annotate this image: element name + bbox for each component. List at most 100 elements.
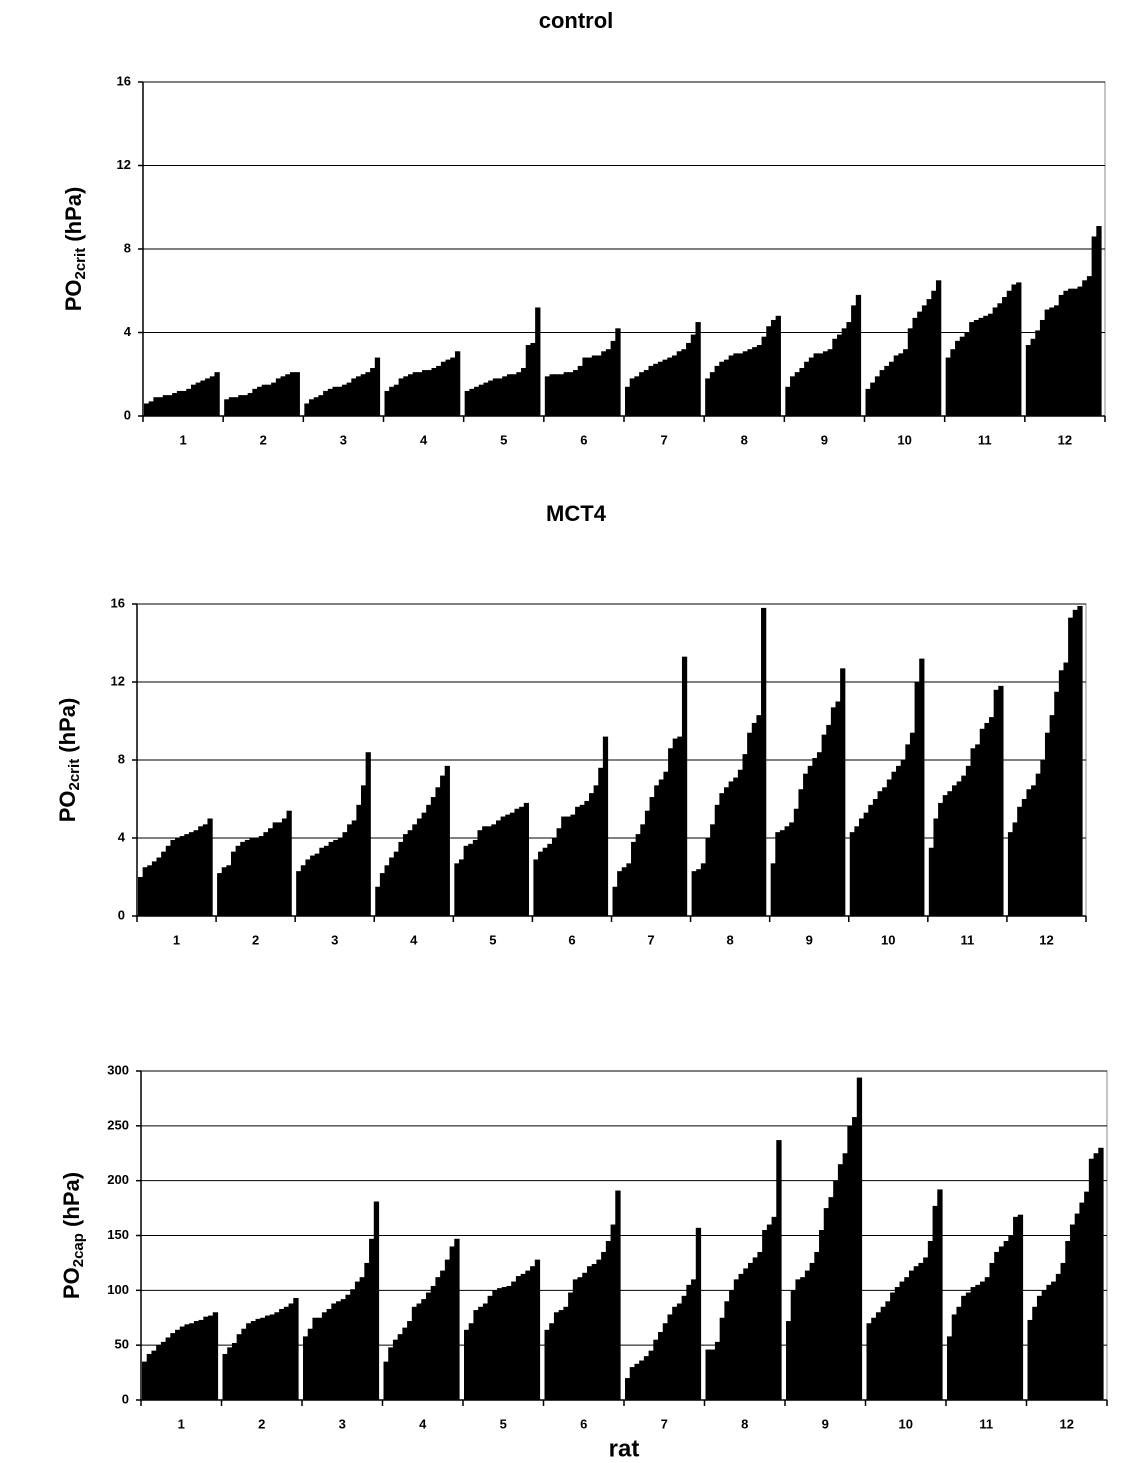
bar bbox=[987, 313, 994, 416]
bar bbox=[890, 1292, 896, 1400]
bar bbox=[1058, 294, 1065, 416]
bar bbox=[487, 1295, 493, 1400]
bar bbox=[1026, 789, 1032, 916]
bar bbox=[319, 847, 325, 916]
bar bbox=[214, 372, 220, 416]
bar bbox=[854, 826, 860, 916]
bar bbox=[705, 838, 711, 916]
bar bbox=[370, 367, 376, 416]
bar bbox=[662, 359, 668, 416]
x-tick-label: 3 bbox=[340, 432, 347, 447]
bar bbox=[246, 1323, 252, 1400]
bar bbox=[336, 1301, 342, 1400]
bar bbox=[582, 1272, 588, 1400]
bar bbox=[478, 1306, 484, 1400]
bar bbox=[639, 1360, 645, 1400]
bar bbox=[819, 1230, 825, 1400]
bar bbox=[771, 1216, 777, 1400]
bar bbox=[430, 797, 437, 916]
bar bbox=[605, 349, 612, 416]
bar bbox=[938, 802, 944, 916]
bar bbox=[700, 863, 707, 916]
bar bbox=[1011, 284, 1017, 416]
bar bbox=[980, 1281, 986, 1400]
bar bbox=[961, 1295, 967, 1400]
bar bbox=[351, 378, 357, 416]
x-tick-label: 1 bbox=[173, 932, 180, 947]
bar bbox=[379, 873, 386, 916]
bar bbox=[766, 1224, 773, 1400]
bar bbox=[757, 1251, 763, 1400]
bar bbox=[280, 376, 286, 416]
bar bbox=[142, 867, 148, 916]
bar bbox=[643, 1356, 650, 1400]
bar bbox=[1035, 773, 1041, 916]
bar bbox=[165, 1337, 171, 1400]
bar bbox=[240, 841, 246, 916]
bar bbox=[500, 816, 506, 916]
bar bbox=[903, 349, 909, 416]
bar bbox=[577, 365, 584, 416]
x-tick-label: 7 bbox=[661, 1416, 668, 1431]
bar bbox=[296, 871, 302, 916]
bar bbox=[542, 847, 548, 916]
bar bbox=[506, 374, 513, 416]
bar bbox=[346, 382, 352, 416]
bar bbox=[554, 374, 560, 416]
bar bbox=[849, 832, 855, 916]
bar bbox=[153, 397, 159, 416]
chart-title: MCT4 bbox=[546, 501, 607, 526]
bar bbox=[935, 280, 942, 416]
bar bbox=[1031, 785, 1037, 916]
bar bbox=[549, 374, 555, 416]
bar bbox=[832, 338, 838, 416]
bar bbox=[625, 1378, 631, 1400]
bar bbox=[184, 834, 190, 916]
bar bbox=[913, 1266, 920, 1400]
bar bbox=[469, 388, 475, 416]
bar bbox=[898, 353, 904, 416]
bar bbox=[558, 1310, 564, 1400]
bar bbox=[398, 378, 404, 416]
bar bbox=[643, 370, 650, 416]
bar bbox=[989, 1262, 995, 1400]
x-tick-label: 2 bbox=[252, 932, 259, 947]
bar bbox=[161, 851, 167, 916]
bar bbox=[202, 824, 209, 916]
bar bbox=[719, 361, 725, 416]
bar bbox=[300, 865, 307, 916]
bar bbox=[1072, 609, 1078, 916]
bar bbox=[1016, 282, 1022, 416]
bar bbox=[1072, 288, 1079, 416]
bar bbox=[506, 1285, 512, 1400]
bar bbox=[804, 361, 810, 416]
bar bbox=[593, 785, 599, 916]
bar bbox=[816, 752, 823, 916]
bar bbox=[789, 822, 795, 916]
bar bbox=[1077, 605, 1083, 916]
bar bbox=[1012, 822, 1018, 916]
bar bbox=[293, 1298, 299, 1400]
bar bbox=[794, 372, 801, 416]
bar bbox=[1088, 1158, 1095, 1400]
bar bbox=[142, 1361, 148, 1400]
bar bbox=[425, 1292, 432, 1400]
bar bbox=[373, 1201, 380, 1400]
bar bbox=[710, 824, 716, 916]
bar bbox=[756, 345, 763, 416]
bar bbox=[186, 388, 192, 416]
bar bbox=[983, 315, 989, 416]
bar bbox=[392, 1339, 399, 1400]
bar bbox=[160, 1341, 167, 1400]
y-tick-label: 250 bbox=[107, 1117, 129, 1132]
bar bbox=[317, 1317, 323, 1400]
bar bbox=[1054, 691, 1060, 916]
bar bbox=[354, 1281, 361, 1400]
bar bbox=[992, 307, 998, 416]
bar bbox=[398, 841, 404, 916]
bar bbox=[260, 1317, 266, 1400]
bar bbox=[525, 345, 532, 416]
bar bbox=[888, 361, 895, 416]
bar bbox=[921, 305, 928, 416]
bar bbox=[1063, 290, 1069, 416]
